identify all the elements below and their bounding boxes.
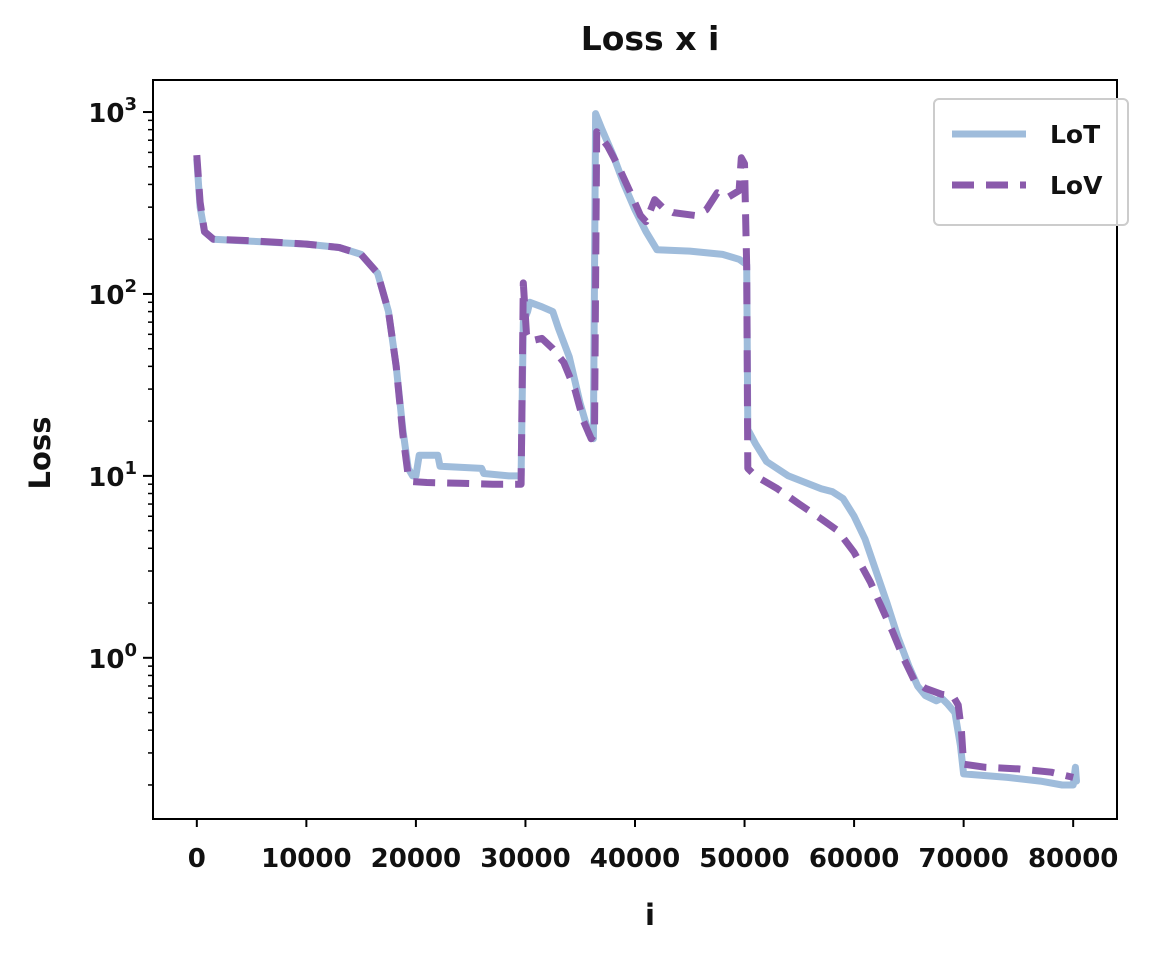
- x-tick-label: 20000: [371, 844, 461, 874]
- series-line-lot: [193, 110, 1080, 789]
- y-tick-label: 100: [88, 640, 137, 675]
- x-tick-label: 50000: [699, 844, 789, 874]
- x-tick-label: 30000: [480, 844, 570, 874]
- x-tick-label: 80000: [1028, 844, 1118, 874]
- x-tick-label: 10000: [261, 844, 351, 874]
- x-tick-label: 0: [188, 844, 206, 874]
- y-tick-label: 103: [88, 94, 137, 129]
- legend-box: [933, 98, 1129, 226]
- legend: LoT LoV: [933, 98, 1129, 226]
- series-layer: [193, 110, 1080, 789]
- x-tick-label: 70000: [918, 844, 1008, 874]
- y-tick-label: 102: [88, 276, 137, 311]
- legend-label-lot: LoT: [1050, 120, 1100, 149]
- axis-layer: 0 10000 20000 30000 40000 50000 60000 70000 8000…: [88, 79, 1118, 874]
- x-tick-label: 40000: [590, 844, 680, 874]
- legend-label-lov: LoV: [1050, 171, 1103, 200]
- x-axis-label: i: [645, 898, 655, 932]
- chart-title: Loss x i: [581, 19, 720, 58]
- y-axis-label: Loss: [23, 417, 57, 490]
- y-tick-label: 101: [88, 458, 137, 493]
- x-tick-label: 60000: [809, 844, 899, 874]
- series-line-lov: [193, 128, 1075, 781]
